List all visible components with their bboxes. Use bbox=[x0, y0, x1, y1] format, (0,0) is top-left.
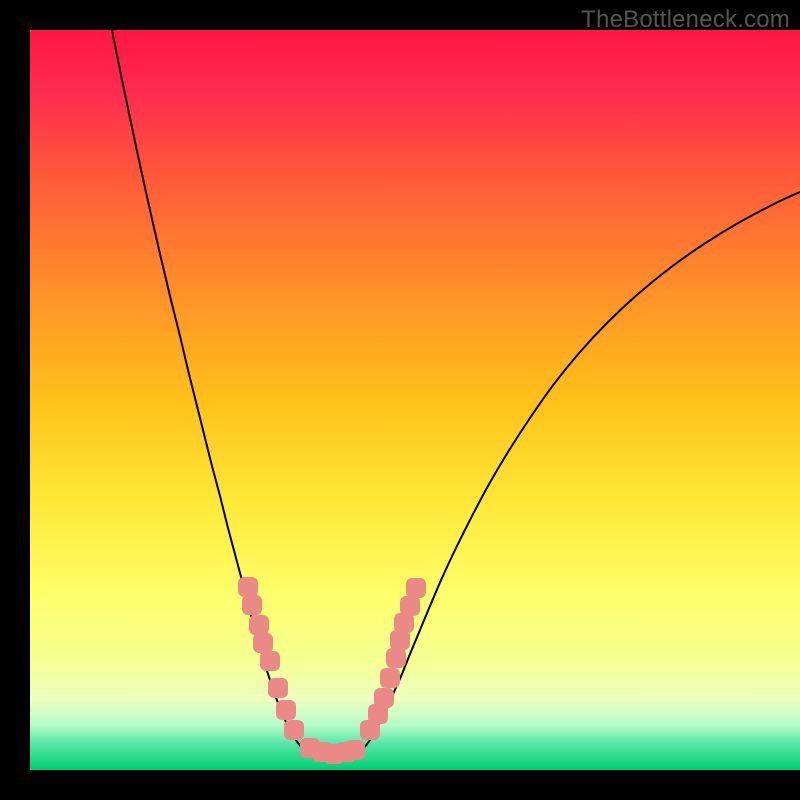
data-marker bbox=[374, 688, 394, 708]
data-marker bbox=[380, 668, 400, 688]
data-marker bbox=[268, 678, 288, 698]
data-marker bbox=[260, 651, 280, 671]
left-curve-line bbox=[112, 30, 315, 756]
data-marker bbox=[238, 577, 258, 597]
data-marker bbox=[284, 720, 304, 740]
data-marker bbox=[406, 578, 426, 598]
data-marker bbox=[386, 648, 406, 668]
right-curve-line bbox=[355, 192, 800, 756]
data-marker bbox=[276, 700, 296, 720]
data-marker bbox=[400, 596, 420, 616]
data-marker bbox=[242, 595, 262, 615]
chart-root: TheBottleneck.com bbox=[0, 0, 800, 800]
curve-layer bbox=[30, 30, 800, 770]
plot-area bbox=[30, 30, 800, 770]
data-marker bbox=[253, 633, 273, 653]
data-marker bbox=[249, 615, 269, 635]
data-marker bbox=[345, 740, 365, 760]
marker-layer bbox=[238, 577, 426, 764]
